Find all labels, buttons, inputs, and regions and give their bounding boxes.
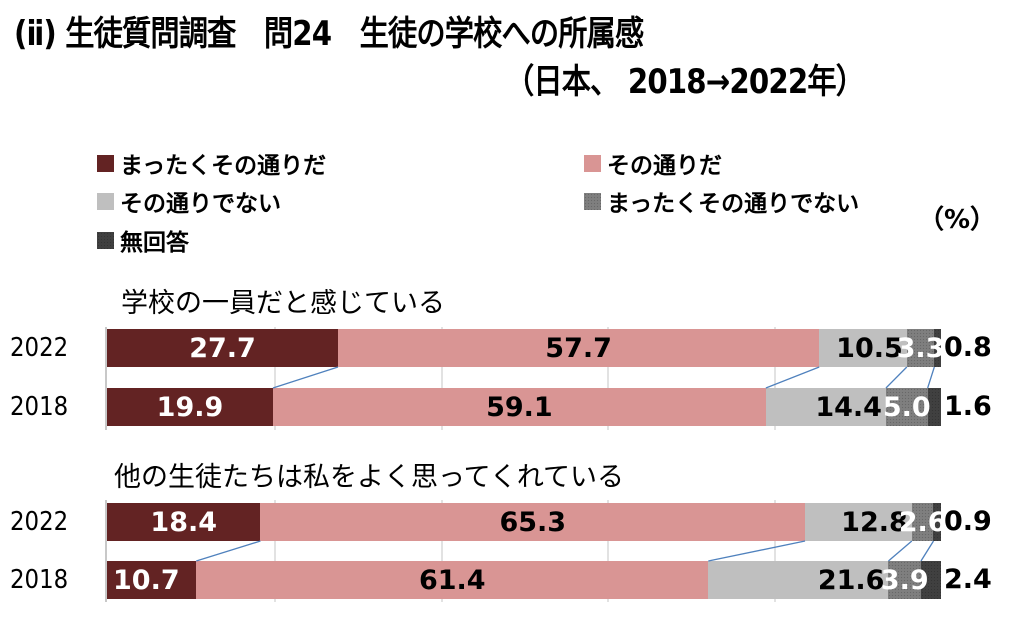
bar-segment <box>934 329 941 367</box>
series-connector-line <box>708 540 806 562</box>
year-label: 2022 <box>10 507 69 537</box>
data-label-outside: 0.8 <box>944 332 992 363</box>
data-label: 27.7 <box>189 332 256 364</box>
data-label: 10.7 <box>113 564 180 596</box>
bar-segment: 27.7 <box>107 329 339 367</box>
data-label-outside: 2.4 <box>944 564 992 595</box>
stacked-bar-2018: 10.7 61.4 21.6 3.9 <box>107 561 941 599</box>
data-label: 3.3 <box>896 332 945 364</box>
series-connector-line <box>196 540 261 562</box>
legend-swatch-icon <box>97 192 114 210</box>
stacked-bar-2018: 19.9 59.1 14.4 5.0 <box>107 388 941 426</box>
legend-swatch-icon <box>584 192 601 210</box>
bar-segment: 65.3 <box>260 503 806 541</box>
data-label: 65.3 <box>499 506 567 538</box>
legend-label: まったくその通りだ <box>120 153 327 179</box>
bar-segment: 3.9 <box>881 561 929 599</box>
group-title-peers-think-well: 他の生徒たちは私をよく思ってくれている <box>114 462 625 493</box>
data-label: 5.0 <box>882 391 931 423</box>
bar-segment: 10.7 <box>107 561 197 599</box>
bar-segment: 21.6 <box>708 561 889 599</box>
bar-segment: 14.4 <box>765 388 886 426</box>
legend-item-strongly-disagree: まったくその通りでない <box>584 184 859 218</box>
bar-segment: 59.1 <box>272 388 766 426</box>
series-connector-line <box>272 366 339 389</box>
year-label: 2018 <box>10 565 69 595</box>
stacked-bar-2022: 18.4 65.3 12.8 2.6 <box>107 503 947 541</box>
data-label-outside: 1.6 <box>944 391 992 422</box>
chart-title-line2: （日本、 2018→2022年） <box>505 62 865 102</box>
year-label: 2022 <box>10 333 69 363</box>
data-label: 3.9 <box>880 564 929 596</box>
data-label: 61.4 <box>418 564 486 596</box>
data-label: 18.4 <box>150 506 218 538</box>
year-label: 2018 <box>10 392 69 422</box>
data-label: 2.6 <box>898 506 947 538</box>
bar-segment <box>920 561 941 599</box>
series-connector-line <box>888 540 913 562</box>
group-title-belonging: 学校の一員だと感じている <box>121 288 445 319</box>
bar-segment: 3.3 <box>897 329 944 367</box>
legend-item-agree: その通りだ <box>584 146 722 180</box>
bar-segment: 18.4 <box>107 503 261 541</box>
bar-segment: 61.4 <box>196 561 709 599</box>
data-label: 14.4 <box>815 391 882 423</box>
legend-item-no-response: 無回答 <box>97 223 189 257</box>
legend-swatch-icon <box>584 154 601 172</box>
bar-segment: 2.6 <box>899 503 947 541</box>
chart-title-line1: (ⅱ) 生徒質問調査 問24 生徒の学校への所属感 <box>14 14 644 54</box>
bar-segment: 10.5 <box>819 329 907 367</box>
legend-swatch-icon <box>97 154 114 172</box>
data-label: 59.1 <box>486 391 553 423</box>
gridline <box>440 500 443 602</box>
legend-swatch-icon <box>97 231 114 249</box>
y-axis-line <box>105 500 107 602</box>
data-label: 12.8 <box>841 506 908 538</box>
data-label: 57.7 <box>545 332 612 364</box>
data-label: 19.9 <box>156 391 224 423</box>
legend-label: 無回答 <box>120 230 189 256</box>
bar-segment: 12.8 <box>805 503 912 541</box>
series-connector-line <box>885 366 908 389</box>
legend-item-strongly-agree: まったくその通りだ <box>97 146 326 180</box>
bar-segment <box>933 503 941 541</box>
bar-segment: 19.9 <box>107 388 273 426</box>
legend-item-disagree: その通りでない <box>97 184 281 218</box>
series-connector-line <box>927 366 935 389</box>
data-label: 10.5 <box>836 332 903 364</box>
series-connector-line <box>920 540 935 562</box>
data-label: 21.6 <box>817 564 885 596</box>
bar-segment <box>927 388 941 426</box>
bar-segment: 57.7 <box>338 329 820 367</box>
y-axis-line <box>105 327 107 430</box>
legend-label: その通りだ <box>607 153 722 179</box>
legend-label: まったくその通りでない <box>607 191 860 217</box>
bar-segment: 5.0 <box>882 388 931 426</box>
gridline <box>440 327 443 430</box>
gridline <box>607 327 610 430</box>
unit-label: （%） <box>918 205 997 235</box>
data-label-outside: 0.9 <box>944 506 992 537</box>
gridline <box>273 500 276 602</box>
gridline <box>607 500 610 602</box>
legend-label: その通りでない <box>120 191 281 217</box>
stacked-bar-2022: 27.7 57.7 10.5 3.3 <box>107 329 944 367</box>
